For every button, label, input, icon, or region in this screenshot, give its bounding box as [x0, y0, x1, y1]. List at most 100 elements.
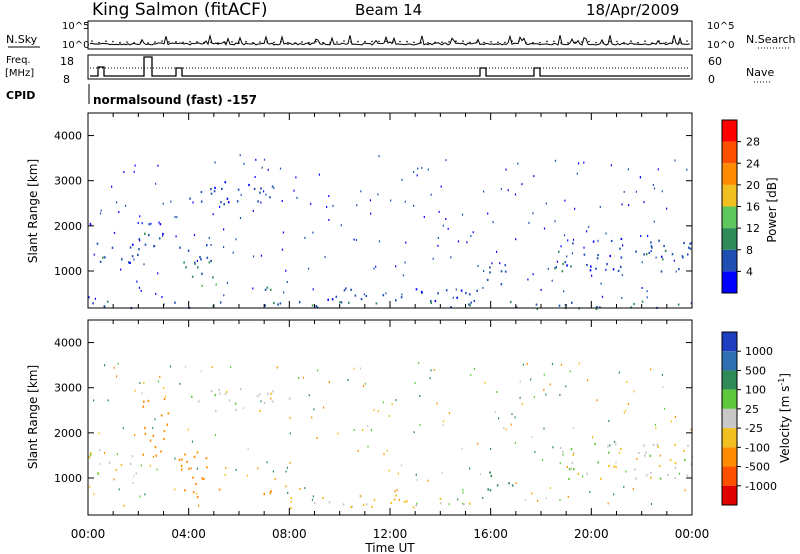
range-cell [212, 276, 214, 279]
scatter-cell [540, 288, 542, 291]
range-cell [179, 246, 181, 249]
scatter-cell [263, 190, 265, 193]
scatter-cell [477, 265, 479, 267]
scatter-cell [541, 458, 544, 461]
scatter-cell [113, 231, 116, 234]
range-cell [218, 392, 221, 395]
scatter-cell [139, 382, 141, 385]
scatter-cell [623, 411, 625, 414]
xtick-label: 16:00 [473, 527, 508, 541]
range-cell [590, 265, 592, 268]
scatter-cell [559, 462, 561, 465]
range-cell [460, 289, 463, 292]
range-cell [469, 304, 471, 307]
ytick-label: 1000 [54, 472, 82, 485]
range-cell [187, 249, 190, 252]
range-cell [256, 395, 259, 398]
scatter-cell [196, 260, 198, 262]
scatter-cell [326, 205, 328, 208]
scatter-cell [118, 488, 120, 491]
scatter-cell [174, 457, 176, 460]
velocity-yticks: 1000 2000 3000 4000 [54, 337, 692, 485]
nsearch-dot [560, 42, 562, 44]
range-cell [669, 458, 672, 462]
range-cell [375, 302, 378, 305]
scatter-cell [316, 437, 318, 439]
nsearch-dot [154, 41, 156, 43]
scatter-cell [526, 362, 528, 365]
scatter-cell [144, 493, 146, 496]
scatter-cell [610, 164, 612, 167]
range-cell [509, 300, 512, 304]
freq-tick-low: 8 [63, 73, 70, 86]
range-cell [206, 256, 209, 259]
scatter-cell [232, 251, 234, 254]
scatter-cell [442, 224, 444, 227]
scatter-cell [267, 168, 269, 171]
scatter-cell [162, 234, 164, 237]
nsearch-dot [371, 40, 373, 43]
velocity-cbar-segment [722, 389, 737, 409]
scatter-cell [174, 488, 176, 491]
scatter-cell [591, 274, 593, 277]
velocity-cbar-tick-label: 100 [745, 384, 766, 397]
power-yticks: 1000 2000 3000 4000 [54, 130, 692, 278]
range-cell [504, 270, 507, 273]
scatter-cell [560, 363, 563, 366]
scatter-cell [133, 475, 135, 478]
range-cell [405, 500, 408, 503]
scatter-cell [390, 199, 392, 202]
scatter-cell [432, 257, 434, 260]
velocity-cbar-segment [722, 428, 737, 448]
scatter-cell [193, 234, 196, 237]
scatter-cell [100, 209, 102, 212]
power-cbar-label: Power [dB] [765, 177, 779, 242]
power-cbar-tick-label: 12 [746, 222, 760, 235]
range-cell [343, 289, 346, 292]
nsearch-dot [616, 40, 618, 43]
range-cell [290, 507, 292, 510]
range-cell [684, 458, 686, 461]
power-ylabel: Slant Range [km] [26, 159, 40, 263]
range-cell [610, 239, 613, 243]
scatter-cell [574, 207, 576, 210]
nsearch-dot [259, 41, 261, 43]
scatter-cell [157, 164, 159, 167]
nsearch-dot [91, 40, 93, 42]
range-cell [327, 298, 329, 301]
scatter-cell [155, 182, 157, 185]
freq-frame [87, 54, 693, 80]
scatter-cell [560, 245, 562, 248]
range-cell [612, 268, 615, 271]
range-cell [97, 472, 99, 475]
power-cbar-segment [722, 206, 737, 229]
nsearch-dot [665, 41, 667, 44]
nsearch-dot [651, 42, 653, 44]
scatter-cell [450, 256, 452, 259]
scatter-cell [198, 504, 200, 507]
range-cell [486, 278, 489, 281]
scatter-cell [559, 498, 561, 501]
scatter-cell [133, 258, 135, 261]
range-cell [103, 305, 106, 308]
scatter-cell [522, 363, 524, 366]
scatter-cell [375, 265, 377, 268]
scatter-cell [98, 432, 100, 435]
range-cell [365, 503, 368, 506]
range-cell [92, 302, 94, 305]
range-cell [257, 200, 259, 203]
range-cell [224, 181, 227, 184]
range-cell [571, 461, 574, 464]
scatter-cell [528, 221, 530, 224]
nsearch-dot [469, 41, 471, 44]
scatter-cell [419, 424, 421, 427]
scatter-cell [179, 382, 181, 385]
scatter-cell [124, 204, 127, 207]
scatter-cell [116, 453, 118, 456]
scatter-cell [552, 446, 554, 449]
nsearch-dot [448, 41, 450, 43]
range-cell [215, 283, 217, 286]
scatter-cell [169, 365, 172, 368]
range-cell [594, 442, 596, 446]
scatter-cell [149, 464, 151, 467]
